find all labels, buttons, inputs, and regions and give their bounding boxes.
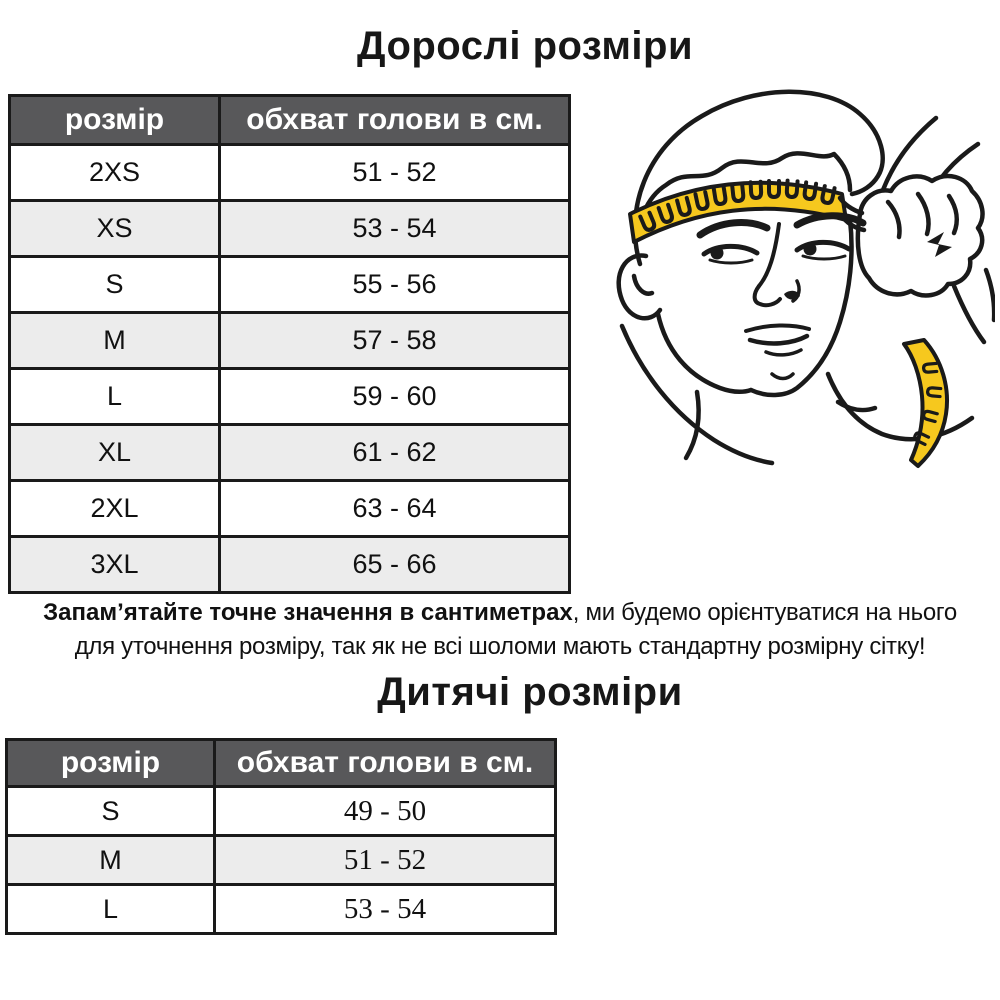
circumference-cell: 51 - 52 bbox=[213, 834, 557, 886]
hand-shadow bbox=[927, 232, 952, 257]
circumference-cell: 49 - 50 bbox=[213, 785, 557, 837]
left-eye-pupil bbox=[710, 246, 724, 260]
adult-sizes-title: Дорослі розміри bbox=[356, 24, 694, 68]
circumference-cell: 57 - 58 bbox=[218, 311, 571, 370]
head-measurement-illustration bbox=[616, 89, 995, 468]
circumference-cell: 63 - 64 bbox=[218, 479, 571, 538]
table-row: L 53 - 54 bbox=[5, 883, 557, 935]
right-eye-pupil bbox=[803, 242, 817, 256]
note-text-line2: для уточнення розміру, так як не всі шол… bbox=[74, 633, 926, 660]
table-row: M 51 - 52 bbox=[5, 834, 557, 886]
adult-size-table: розмір обхват голови в см. 2XS 51 - 52 X… bbox=[8, 94, 571, 594]
table-row: XS 53 - 54 bbox=[8, 199, 571, 258]
table-row: 2XS 51 - 52 bbox=[8, 143, 571, 202]
table-row: M 57 - 58 bbox=[8, 311, 571, 370]
hand bbox=[837, 173, 985, 298]
size-cell: S bbox=[8, 255, 221, 314]
circumference-cell: 59 - 60 bbox=[218, 367, 571, 426]
size-cell: 2XL bbox=[8, 479, 221, 538]
table-row: S 49 - 50 bbox=[5, 785, 557, 837]
size-cell: XS bbox=[8, 199, 221, 258]
face-features bbox=[696, 212, 867, 381]
circumference-column-header: обхват голови в см. bbox=[218, 94, 571, 146]
circumference-column-header: обхват голови в см. bbox=[213, 738, 557, 788]
children-size-table: розмір обхват голови в см. S 49 - 50 M 5… bbox=[5, 738, 557, 935]
size-cell: XL bbox=[8, 423, 221, 482]
table-row: XL 61 - 62 bbox=[8, 423, 571, 482]
children-table-header-row: розмір обхват голови в см. bbox=[5, 738, 557, 788]
note-text-line1: , ми будемо орієнтуватися на нього bbox=[572, 599, 957, 626]
circumference-cell: 55 - 56 bbox=[218, 255, 571, 314]
size-cell: M bbox=[8, 311, 221, 370]
circumference-cell: 51 - 52 bbox=[218, 143, 571, 202]
table-row: 3XL 65 - 66 bbox=[8, 535, 571, 594]
size-cell: M bbox=[5, 834, 216, 886]
circumference-cell: 65 - 66 bbox=[218, 535, 571, 594]
table-row: S 55 - 56 bbox=[8, 255, 571, 314]
circumference-cell: 53 - 54 bbox=[218, 199, 571, 258]
circumference-cell: 53 - 54 bbox=[213, 883, 557, 935]
size-cell: L bbox=[8, 367, 221, 426]
children-sizes-title: Дитячі розміри bbox=[377, 670, 683, 714]
table-row: L 59 - 60 bbox=[8, 367, 571, 426]
note-bold-text: Запам’ятайте точне значення в сантиметра… bbox=[43, 599, 573, 626]
table-row: 2XL 63 - 64 bbox=[8, 479, 571, 538]
circumference-cell: 61 - 62 bbox=[218, 423, 571, 482]
measuring-tape-end bbox=[902, 338, 949, 468]
size-cell: 2XS bbox=[8, 143, 221, 202]
size-column-header: розмір bbox=[5, 738, 216, 788]
nostril bbox=[784, 290, 800, 300]
size-cell: L bbox=[5, 883, 216, 935]
size-cell: S bbox=[5, 785, 216, 837]
size-cell: 3XL bbox=[8, 535, 221, 594]
measurement-note: Запам’ятайте точне значення в сантиметра… bbox=[0, 596, 1000, 664]
adult-table-header-row: розмір обхват голови в см. bbox=[8, 94, 571, 146]
size-column-header: розмір bbox=[8, 94, 221, 146]
